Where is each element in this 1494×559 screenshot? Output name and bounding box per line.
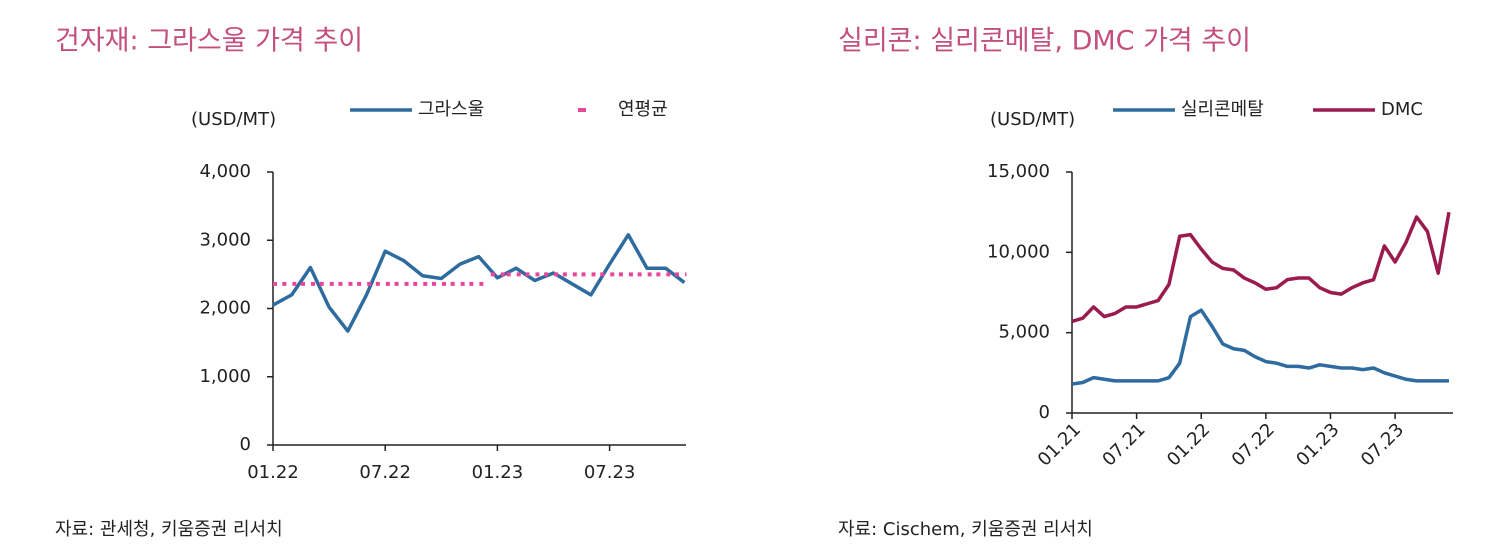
- x-tick-label: 07.21: [1098, 419, 1149, 470]
- source: 자료: 관세청, 키움증권 리서치: [55, 519, 283, 540]
- x-tick-label: 07.23: [584, 462, 636, 483]
- y-tick-label: 5,000: [998, 322, 1050, 343]
- legend-label: 그라스울: [418, 99, 484, 120]
- y-tick-label: 10,000: [987, 241, 1050, 262]
- x-tick-label: 07.22: [1228, 419, 1279, 470]
- chart-title: 건자재: 그라스울 가격 추이: [55, 26, 363, 57]
- x-tick-label: 07.23: [1357, 419, 1408, 470]
- y-tick-label: 3,000: [199, 229, 251, 250]
- y-axis-label: (USD/MT): [191, 109, 276, 130]
- legend-label: 연평균: [618, 99, 668, 120]
- x-tick-label: 01.22: [1163, 419, 1214, 470]
- legend-label: DMC: [1381, 99, 1423, 120]
- x-tick-label: 01.23: [472, 462, 524, 483]
- y-axis-label: (USD/MT): [990, 109, 1075, 130]
- series-line: [1071, 211, 1451, 324]
- x-tick-label: 01.23: [1292, 419, 1343, 470]
- y-tick-label: 4,000: [199, 161, 251, 182]
- chart-title: 실리콘: 실리콘메탈, DMC 가격 추이: [838, 26, 1251, 57]
- y-tick-label: 15,000: [987, 161, 1050, 182]
- series-line: [1071, 308, 1449, 386]
- x-tick-label: 01.22: [247, 462, 299, 483]
- x-tick-label: 07.22: [359, 462, 411, 483]
- y-tick-label: 1,000: [199, 366, 251, 387]
- legend-label: 실리콘메탈: [1181, 99, 1264, 120]
- y-tick-label: 0: [1039, 402, 1050, 423]
- y-tick-label: 2,000: [199, 298, 251, 319]
- source: 자료: Cischem, 키움증권 리서치: [838, 519, 1093, 540]
- series-line: [272, 233, 686, 333]
- x-tick-label: 01.21: [1034, 419, 1085, 470]
- y-tick-label: 0: [240, 434, 251, 455]
